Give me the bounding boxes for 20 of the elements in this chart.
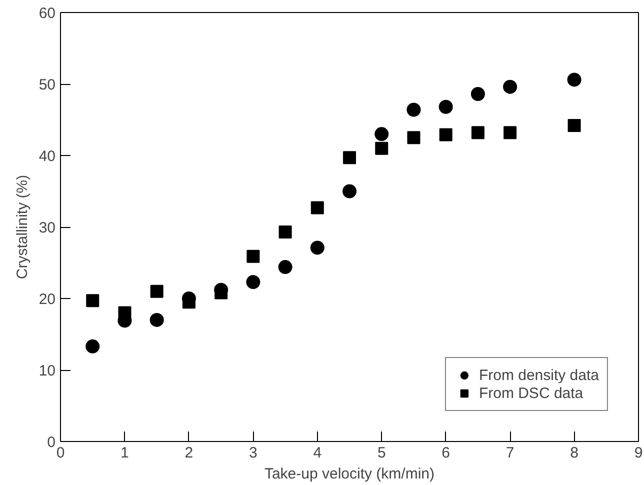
x-tick-label: 4 bbox=[313, 444, 322, 462]
y-tick-label: 40 bbox=[38, 148, 56, 165]
x-tick-label: 1 bbox=[120, 444, 129, 462]
y-axis-title: Crystallinity (%) bbox=[14, 174, 31, 280]
x-tick-label: 5 bbox=[377, 444, 386, 462]
y-tick-label: 30 bbox=[38, 220, 56, 236]
legend-label: From density data bbox=[478, 366, 599, 384]
x-tick-label: 6 bbox=[442, 444, 450, 462]
x-axis-title: Take-up velocity (km/min) bbox=[264, 466, 435, 482]
x-tick-label: 2 bbox=[184, 444, 194, 462]
x-tick-label: 8 bbox=[570, 444, 578, 462]
y-tick-label: 60 bbox=[38, 5, 56, 22]
y-tick-label: 10 bbox=[38, 362, 56, 380]
y-tick-label: 50 bbox=[38, 76, 56, 94]
x-tick-label: 7 bbox=[506, 444, 514, 462]
x-tick-label: 9 bbox=[634, 444, 643, 462]
y-tick-label: 20 bbox=[38, 291, 56, 308]
y-tick-label: 0 bbox=[47, 434, 56, 451]
legend-label: From DSC data bbox=[478, 384, 584, 402]
x-tick-label: 3 bbox=[248, 444, 258, 462]
